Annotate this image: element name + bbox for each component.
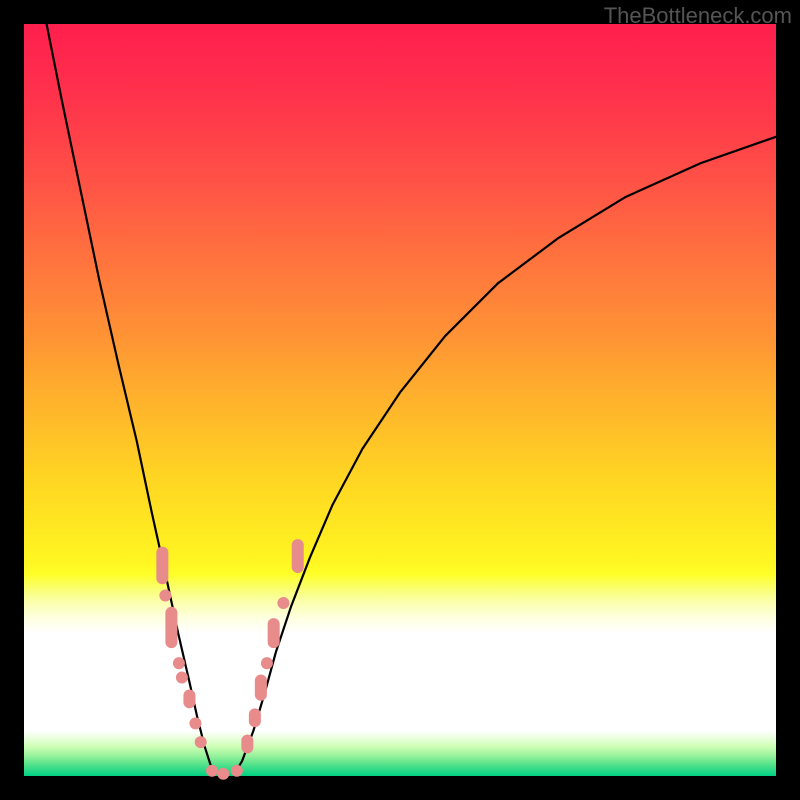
marker: [156, 547, 168, 585]
marker: [277, 597, 289, 609]
marker: [261, 657, 273, 669]
marker: [159, 590, 171, 602]
chart-svg: [0, 0, 800, 800]
marker: [255, 674, 267, 700]
marker: [195, 736, 207, 748]
marker: [183, 690, 195, 709]
marker: [241, 735, 253, 754]
marker: [292, 539, 304, 573]
chart-frame: TheBottleneck.com: [0, 0, 800, 800]
marker: [176, 671, 188, 683]
watermark-text: TheBottleneck.com: [604, 3, 792, 29]
marker: [217, 768, 229, 780]
marker: [173, 657, 185, 669]
plot-background: [24, 24, 776, 776]
marker: [268, 618, 280, 648]
marker: [249, 708, 261, 727]
marker: [206, 765, 218, 777]
marker: [189, 717, 201, 729]
marker: [231, 765, 243, 777]
marker: [165, 607, 177, 648]
